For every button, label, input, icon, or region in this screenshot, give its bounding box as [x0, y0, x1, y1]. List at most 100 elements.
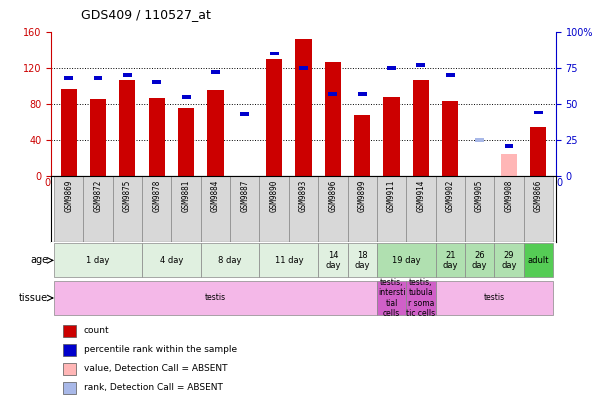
Bar — [260, 176, 289, 242]
Bar — [260, 244, 318, 277]
Text: 8 day: 8 day — [218, 256, 242, 265]
Text: GSM9896: GSM9896 — [328, 179, 337, 212]
Bar — [534, 111, 543, 114]
Bar — [436, 176, 465, 242]
Bar — [494, 244, 523, 277]
Bar — [387, 66, 396, 70]
Text: testis: testis — [205, 293, 226, 303]
Text: GDS409 / 110527_at: GDS409 / 110527_at — [81, 8, 211, 21]
Bar — [504, 144, 513, 148]
Bar — [413, 80, 429, 176]
Text: 11 day: 11 day — [275, 256, 303, 265]
Bar — [270, 51, 279, 55]
Bar — [142, 176, 171, 242]
Bar — [120, 80, 135, 176]
Bar — [148, 98, 165, 176]
Text: 18
day: 18 day — [355, 251, 370, 270]
Bar — [328, 92, 337, 96]
Text: testis: testis — [484, 293, 505, 303]
Text: percentile rank within the sample: percentile rank within the sample — [84, 345, 237, 354]
Bar — [152, 80, 161, 84]
Bar — [142, 244, 201, 277]
Text: GSM9875: GSM9875 — [123, 179, 132, 212]
Bar — [354, 115, 370, 176]
Text: 0: 0 — [557, 177, 563, 188]
Text: GSM9890: GSM9890 — [270, 179, 279, 212]
Text: GSM9908: GSM9908 — [504, 179, 513, 212]
Bar — [501, 154, 517, 176]
Bar — [201, 244, 260, 277]
Bar — [61, 89, 77, 176]
Bar — [465, 176, 494, 242]
Bar — [416, 63, 426, 67]
Bar — [494, 176, 523, 242]
Bar — [377, 244, 436, 277]
Bar — [377, 176, 406, 242]
Bar — [523, 176, 553, 242]
Bar — [201, 176, 230, 242]
Bar — [325, 63, 341, 176]
Text: GSM9902: GSM9902 — [446, 179, 455, 212]
Text: GSM9914: GSM9914 — [416, 179, 426, 212]
Bar — [436, 244, 465, 277]
Text: GSM9911: GSM9911 — [387, 179, 396, 212]
Text: testis,
tubula
r soma
tic cells: testis, tubula r soma tic cells — [406, 278, 436, 318]
Bar — [94, 76, 103, 80]
Bar — [523, 244, 553, 277]
Bar — [289, 176, 318, 242]
Bar — [442, 101, 459, 176]
Text: 14
day: 14 day — [325, 251, 341, 270]
Text: GSM9905: GSM9905 — [475, 179, 484, 212]
Bar — [465, 244, 494, 277]
Bar — [299, 66, 308, 70]
Text: 4 day: 4 day — [160, 256, 183, 265]
Bar — [383, 97, 400, 176]
Bar — [530, 127, 546, 176]
Text: 21
day: 21 day — [442, 251, 458, 270]
Text: GSM9893: GSM9893 — [299, 179, 308, 212]
Bar — [230, 176, 260, 242]
Bar — [358, 92, 367, 96]
Bar — [207, 90, 224, 176]
Bar — [90, 99, 106, 176]
Bar — [182, 95, 191, 99]
Text: GSM9887: GSM9887 — [240, 179, 249, 212]
Text: 19 day: 19 day — [392, 256, 421, 265]
Bar — [377, 281, 406, 315]
Bar — [211, 70, 220, 74]
Text: testis,
intersti
tial
cells: testis, intersti tial cells — [378, 278, 405, 318]
Bar — [446, 73, 455, 77]
Bar — [318, 176, 347, 242]
Bar — [54, 176, 84, 242]
Bar — [54, 244, 142, 277]
Text: rank, Detection Call = ABSENT: rank, Detection Call = ABSENT — [84, 383, 222, 392]
Bar — [406, 176, 436, 242]
Bar — [347, 176, 377, 242]
Text: 0: 0 — [44, 177, 50, 188]
Text: 1 day: 1 day — [87, 256, 110, 265]
Text: 29
day: 29 day — [501, 251, 517, 270]
Text: count: count — [84, 326, 109, 335]
Bar — [475, 138, 484, 142]
Bar — [406, 281, 436, 315]
Bar — [436, 281, 553, 315]
Bar — [266, 59, 282, 176]
Text: GSM9869: GSM9869 — [64, 179, 73, 212]
Text: adult: adult — [528, 256, 549, 265]
Text: value, Detection Call = ABSENT: value, Detection Call = ABSENT — [84, 364, 227, 373]
Text: GSM9899: GSM9899 — [358, 179, 367, 212]
Text: GSM9872: GSM9872 — [94, 179, 103, 212]
Bar — [240, 112, 249, 116]
Text: GSM9866: GSM9866 — [534, 179, 543, 212]
Bar — [171, 176, 201, 242]
Bar — [113, 176, 142, 242]
Text: 26
day: 26 day — [472, 251, 487, 270]
Bar — [296, 39, 311, 176]
Text: GSM9884: GSM9884 — [211, 179, 220, 212]
Text: GSM9881: GSM9881 — [182, 179, 191, 212]
Text: GSM9878: GSM9878 — [152, 179, 161, 212]
Bar — [64, 76, 73, 80]
Bar — [54, 281, 377, 315]
Bar — [318, 244, 347, 277]
Text: age: age — [30, 255, 48, 265]
